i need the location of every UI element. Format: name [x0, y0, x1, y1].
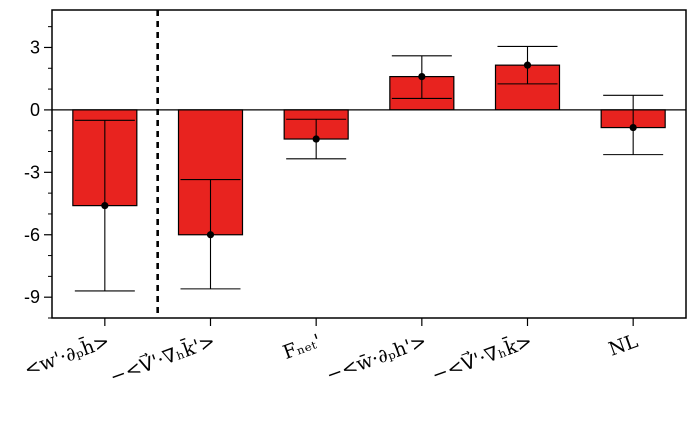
y-tick-label-0: 3: [30, 37, 40, 57]
data-point-5: [629, 123, 637, 132]
x-tick-label-2: Fₙₑₜ': [280, 330, 324, 364]
data-point-2: [312, 135, 320, 143]
x-tick-label-0: <w'·∂ₚh̄>: [21, 328, 113, 381]
data-point-0: [101, 202, 109, 210]
data-point-1: [206, 231, 215, 239]
y-tick-label-3: -6: [24, 225, 40, 245]
y-tick-label-4: -9: [24, 287, 40, 307]
plot-frame: [51, 9, 687, 319]
x-tick-label-4: −<V⃗'·∇ₕk̄>: [428, 328, 535, 387]
x-tick-label-1: −<V⃗'·∇ₕk̄'>: [106, 328, 218, 388]
x-tick-label-3: −<w̄·∂ₚh'>: [323, 330, 429, 387]
data-point-4: [523, 61, 532, 69]
y-tick-label-2: -3: [24, 162, 40, 182]
data-point-3: [418, 72, 426, 81]
x-tick-label-5: NL: [606, 330, 641, 361]
y-tick-label-1: 0: [30, 100, 40, 120]
